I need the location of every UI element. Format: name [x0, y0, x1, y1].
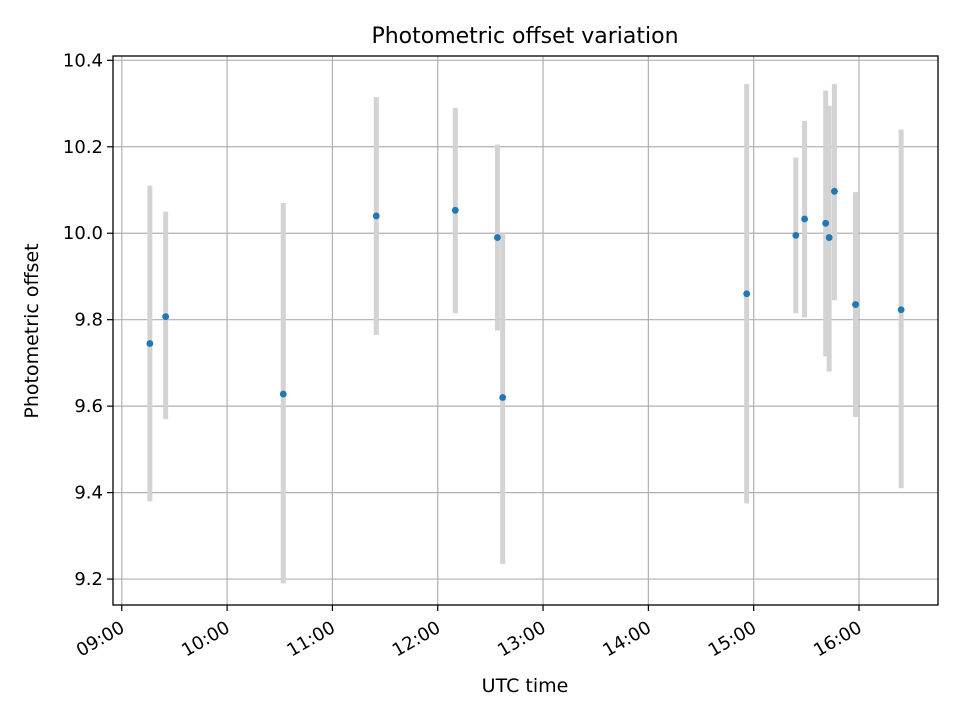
y-tick-label: 9.4	[74, 483, 103, 504]
data-point	[146, 340, 154, 347]
data-point	[825, 234, 833, 241]
chart-title: Photometric offset variation	[371, 24, 678, 49]
data-point	[792, 231, 800, 239]
data-point	[162, 313, 170, 321]
data-point	[743, 290, 751, 298]
y-axis-ticks: 9.2 9.4 9.6 9.8 10.0 10.2 10.4	[63, 50, 113, 590]
y-tick-label: 10.0	[63, 223, 103, 244]
grid	[113, 56, 938, 605]
data-point	[451, 206, 459, 214]
y-tick-label: 9.2	[74, 569, 103, 590]
data-point	[372, 212, 380, 220]
data-point	[822, 219, 830, 227]
data-point	[897, 306, 905, 314]
y-tick-label: 10.2	[63, 137, 103, 158]
y-axis-label: Photometric offset	[21, 243, 43, 418]
data-point	[852, 301, 859, 308]
data-point	[279, 390, 287, 398]
data-point	[801, 215, 808, 223]
y-tick-label: 9.6	[74, 396, 103, 417]
x-axis-label: UTC time	[482, 675, 569, 697]
data-points	[146, 187, 905, 401]
y-tick-label: 10.4	[63, 50, 103, 71]
data-point	[494, 234, 501, 241]
data-point	[831, 187, 838, 195]
plot-frame	[112, 55, 939, 606]
y-tick-label: 9.8	[74, 310, 103, 331]
data-point	[499, 394, 507, 401]
